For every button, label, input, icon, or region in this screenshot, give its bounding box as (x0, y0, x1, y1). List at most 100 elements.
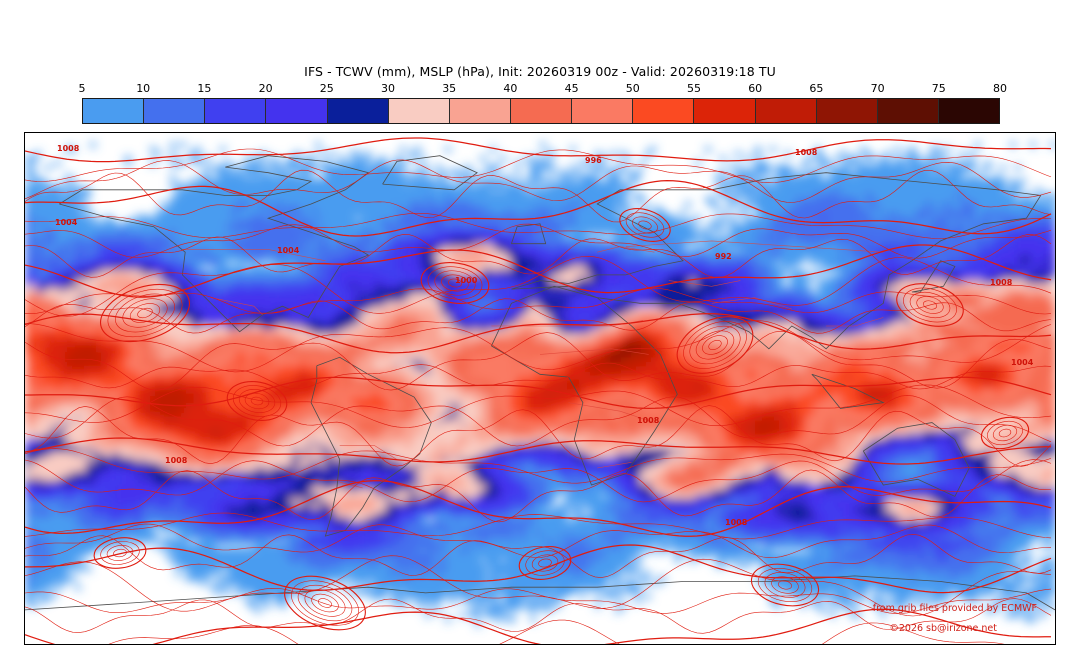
country-border (539, 348, 649, 355)
isobar (25, 287, 1052, 315)
pressure-system-contour (903, 287, 957, 323)
pressure-system-contour (441, 274, 469, 292)
pressure-system-contour (777, 580, 793, 590)
data-source-credit: from grib files provided by ECMWF (872, 603, 1037, 614)
country-border (339, 481, 363, 489)
isobar-label: 1008 (990, 278, 1013, 287)
pressure-system-contour (115, 293, 175, 333)
colorbar-band-65 (816, 99, 878, 123)
pressure-system-contour (764, 572, 806, 598)
country-border (711, 297, 792, 310)
country-border (668, 280, 741, 287)
country-border (210, 297, 263, 315)
tcwv-band (25, 237, 1055, 531)
copyright-credit: ©2026 sb@irizone.net (889, 623, 997, 634)
colorbar: 5 10 15 20 25 30 35 40 45 50 55 60 65 70 75 80 (79, 82, 1007, 124)
colorbar-tick-55: 55 (687, 82, 701, 95)
pressure-system-contour (238, 389, 276, 413)
pressure-system-contour (757, 568, 813, 602)
coastlines (25, 155, 1055, 611)
pressure-system-contour (638, 220, 652, 230)
colorbar-tick-15: 15 (197, 82, 212, 95)
isobar (25, 376, 1052, 410)
colorbar-tick-30: 30 (381, 82, 395, 95)
colorbar-tick-65: 65 (809, 82, 824, 95)
colorbar-tick-labels: 5 10 15 20 25 30 35 40 45 50 55 60 65 70 75 80 (79, 82, 1008, 96)
country-border (826, 317, 884, 327)
coastline (511, 172, 1042, 350)
colorbar-band-40 (510, 99, 573, 123)
colorbar-band-45 (572, 99, 634, 123)
pressure-system-contour (107, 288, 183, 338)
pressure-system-contour (284, 575, 366, 631)
isobar (25, 313, 1052, 354)
isobar (25, 480, 1052, 537)
isobar (108, 619, 1005, 644)
country-borders (182, 240, 884, 489)
pressure-system-contour (980, 416, 1030, 450)
pressure-system-contour (420, 262, 490, 304)
pressure-system-contour (427, 266, 483, 300)
isobar (25, 320, 1052, 373)
isobar (25, 437, 1052, 465)
colorbar-band-10 (144, 99, 206, 123)
pressure-system-contour (896, 283, 964, 327)
weather-map[interactable]: 1008 1004 1008 996 1004 992 1000 1008 1008 1004 10… (25, 133, 1055, 644)
pressure-system-contour (676, 316, 754, 374)
coastline (911, 260, 956, 293)
colorbar-tick-60: 60 (748, 82, 763, 95)
pressure-system-contour (311, 593, 339, 613)
pressure-system-contour (317, 598, 333, 608)
isobar-label: 1008 (725, 518, 748, 527)
pressure-system-contour (531, 554, 559, 572)
pressure-system-contour (525, 550, 565, 576)
colorbar-band-60 (755, 99, 817, 123)
tcwv-band (25, 215, 1055, 563)
coastline (382, 155, 478, 191)
pressure-system-contour (538, 558, 552, 568)
pressure-system-contour (518, 546, 572, 580)
isobar (25, 234, 1052, 278)
pressure-system-contour (695, 330, 735, 360)
isobar (25, 213, 1052, 239)
isobar-label: 1004 (55, 218, 78, 227)
pressure-system-contour (291, 580, 359, 626)
colorbar-band-25 (327, 99, 389, 123)
tcwv-band (25, 283, 1055, 490)
isobar (25, 330, 1052, 391)
pressure-system-contour (909, 291, 951, 319)
country-border (339, 445, 398, 460)
coastline (310, 356, 432, 537)
isobar (25, 469, 1052, 523)
colorbar-band-70 (877, 99, 939, 123)
isobar (25, 223, 1052, 259)
pressure-system-contour (434, 270, 476, 296)
isobar (25, 298, 1052, 334)
map-panel[interactable]: 1008 1004 1008 996 1004 992 1000 1008 1008 1004 10… (24, 132, 1056, 645)
colorbar-band-30 (388, 99, 450, 123)
isobar (25, 137, 1052, 163)
pressure-system-contour (689, 325, 741, 365)
isobar-label: 1004 (1011, 358, 1034, 367)
isobar-label: 1008 (57, 144, 80, 153)
pressure-system-contour (998, 428, 1012, 438)
colorbar-tick-80: 80 (993, 82, 1007, 95)
pressure-system-contour (106, 545, 134, 561)
mslp-isobars (25, 137, 1052, 644)
colorbar-tick-40: 40 (503, 82, 518, 95)
coastline (59, 155, 370, 333)
isobar (25, 448, 1052, 484)
colorbar-band-20 (266, 99, 328, 123)
colorbar-band-5 (83, 99, 145, 123)
isobar-label: 1000 (455, 276, 478, 285)
coastline (862, 422, 970, 497)
colorbar-band-75 (938, 99, 1000, 123)
pressure-system-contour (625, 212, 665, 238)
pressure-system-contour (297, 584, 353, 622)
pressure-system-contour (100, 541, 140, 565)
isobar (25, 555, 1052, 617)
tcwv-band (25, 242, 1055, 522)
isobar-label: 1008 (637, 416, 660, 425)
pressure-system-contour (232, 385, 282, 417)
colorbar-tick-45: 45 (564, 82, 579, 95)
